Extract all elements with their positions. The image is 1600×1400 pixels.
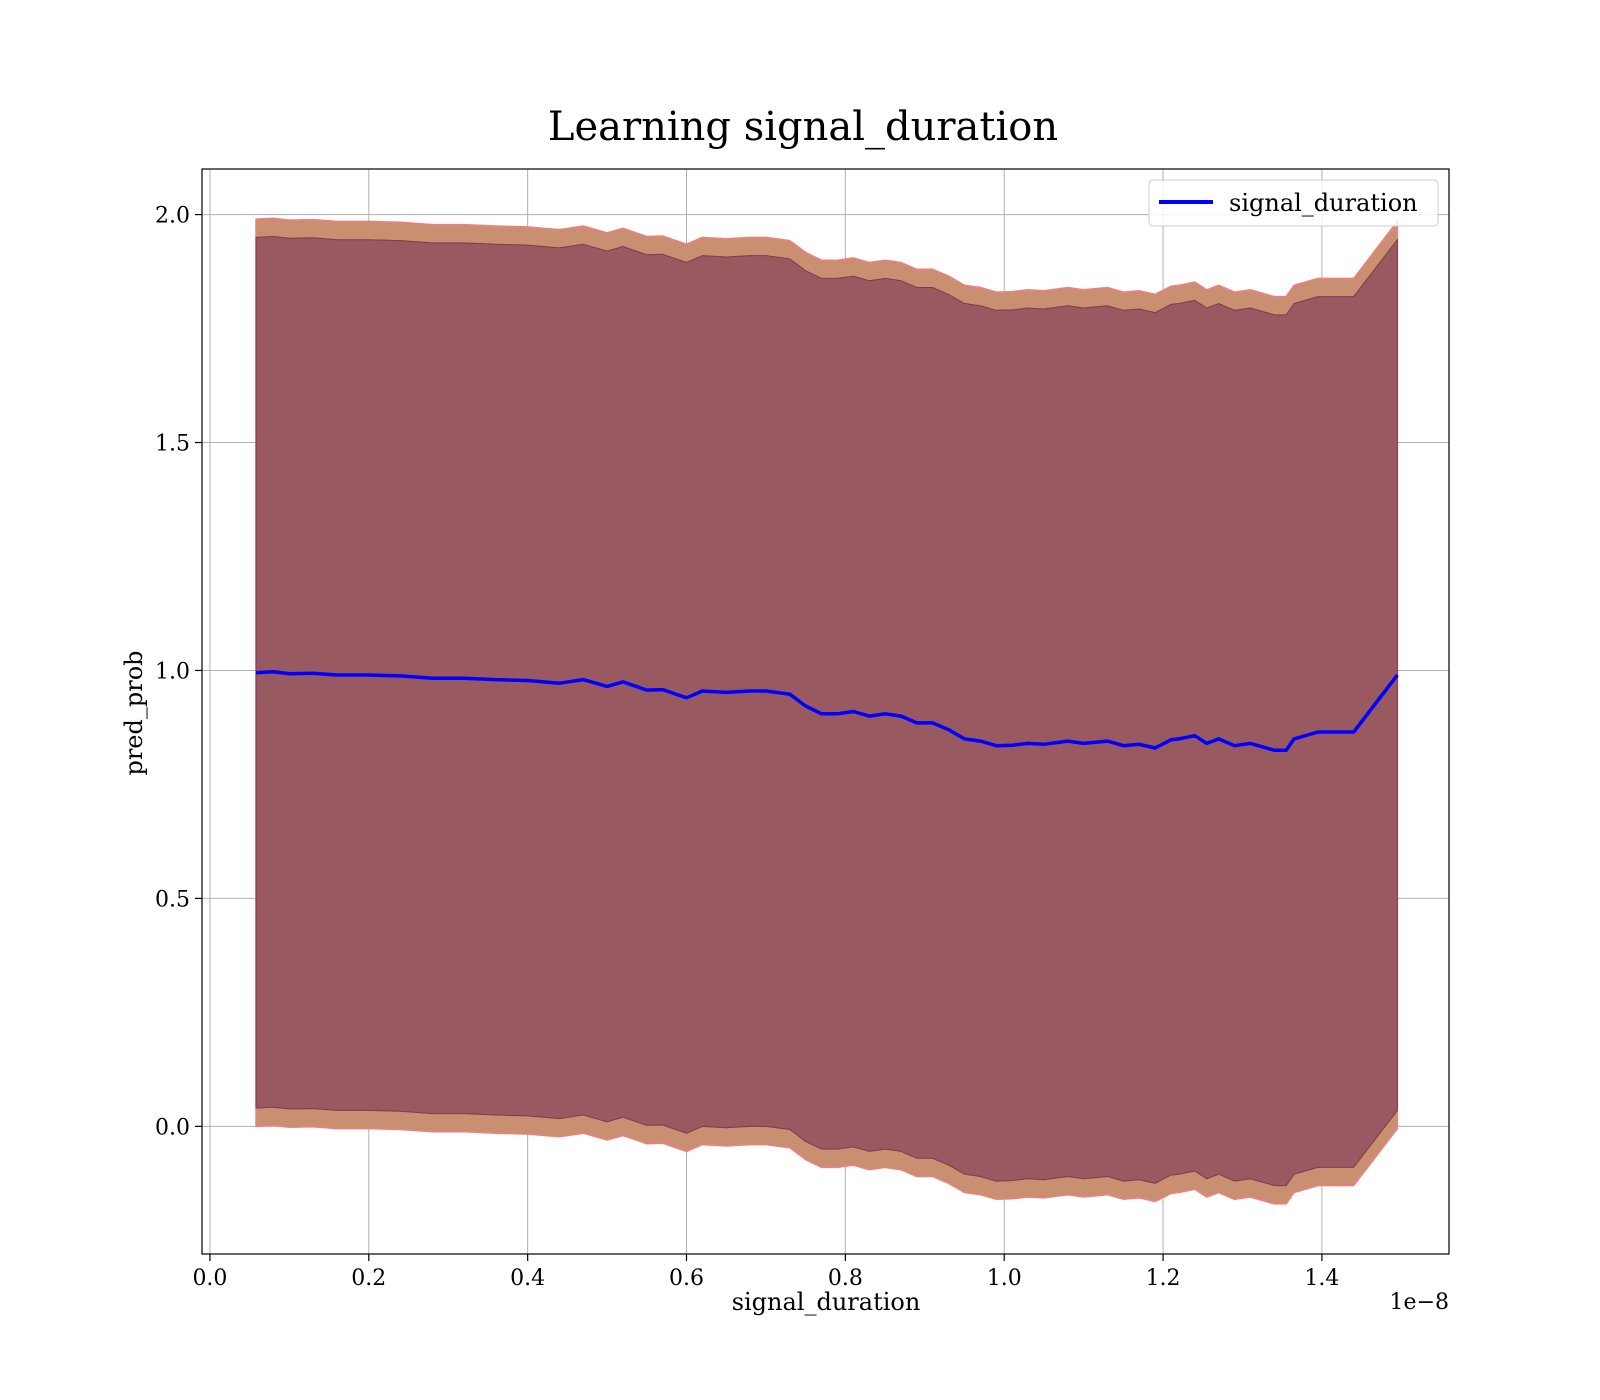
y-axis-label: pred_prob [120,650,148,775]
x-tick-label: 0.4 [510,1266,545,1291]
chart-title: Learning signal_duration [548,104,1058,150]
plot-area [201,168,1450,1255]
inner-confidence-band [255,235,1398,1187]
plot-frame [201,168,1450,1255]
x-tick-label: 0.8 [828,1266,863,1291]
legend: signal_duration [1148,179,1439,227]
x-tick-label: 1.2 [1146,1266,1181,1291]
y-tick-label: 1.0 [155,659,190,684]
x-axis-offset-label: 1e−8 [1390,1290,1449,1315]
y-axis-ticks: 0.0 0.5 1.0 1.5 2.0 [155,204,202,1140]
legend-label: signal_duration [1229,189,1418,217]
x-axis-label: signal_duration [732,1288,921,1316]
y-tick-label: 0.0 [155,1115,190,1140]
series-lines [255,670,1399,753]
y-tick-label: 2.0 [155,204,190,229]
x-tick-label: 1.0 [987,1266,1022,1291]
series-line-signal-duration [255,670,1399,753]
x-tick-label: 0.0 [192,1266,227,1291]
x-tick-label: 0.2 [351,1266,386,1291]
confidence-bands [255,217,1399,1205]
x-axis-ticks: 0.0 0.2 0.4 0.6 0.8 1.0 1.2 1.4 [192,1254,1339,1291]
y-tick-label: 0.5 [155,887,190,912]
legend-box [1148,179,1439,227]
x-tick-label: 1.4 [1304,1266,1339,1291]
y-tick-label: 1.5 [155,432,190,457]
x-tick-label: 0.6 [669,1266,704,1291]
